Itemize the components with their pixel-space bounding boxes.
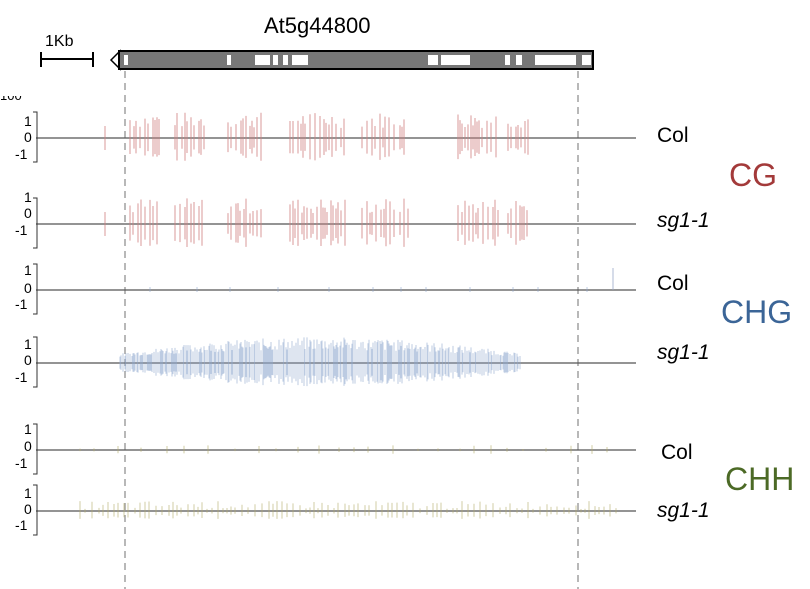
track-4-tick-bottom: -1 bbox=[15, 369, 28, 385]
gene-structure bbox=[109, 49, 594, 71]
track-2-tick-mid: 0 bbox=[24, 205, 32, 221]
track-bracket bbox=[33, 484, 38, 536]
intron bbox=[505, 55, 510, 65]
track-6-tick-mid: 0 bbox=[24, 501, 32, 517]
context-label-chh: CHH bbox=[725, 461, 795, 497]
intron bbox=[292, 55, 308, 65]
track-1-tick-top: 1 bbox=[24, 113, 32, 129]
scale-bar-label: 1Kb bbox=[45, 33, 74, 50]
track-3-tick-bottom: -1 bbox=[15, 296, 28, 312]
track-bracket bbox=[33, 336, 38, 388]
clipped-axis-label-text: 100 bbox=[0, 96, 22, 103]
track-5-tick-mid: 0 bbox=[24, 438, 32, 454]
track-2-sample-label: sg1-1 bbox=[657, 209, 710, 232]
track-5-sample-label: Col bbox=[661, 441, 693, 464]
intron bbox=[124, 55, 128, 65]
context-label-chg: CHG bbox=[721, 294, 793, 330]
track-5-tick-top: 1 bbox=[24, 421, 32, 437]
track-4-tick-mid: 0 bbox=[24, 352, 32, 368]
intron bbox=[582, 55, 591, 65]
track-2-tick-top: 1 bbox=[24, 189, 32, 205]
track-3-tick-mid: 0 bbox=[24, 280, 32, 296]
track-1-tick-mid: 0 bbox=[24, 129, 32, 145]
track-2-tick-bottom: -1 bbox=[15, 222, 28, 238]
track-6-tick-bottom: -1 bbox=[15, 517, 28, 533]
intron bbox=[283, 55, 288, 65]
intron bbox=[516, 55, 522, 65]
track-4-tick-top: 1 bbox=[24, 336, 32, 352]
track-bracket bbox=[33, 197, 38, 249]
track-3-tick-top: 1 bbox=[24, 262, 32, 278]
track-6-sample-label: sg1-1 bbox=[657, 499, 710, 522]
gene-body bbox=[118, 50, 594, 70]
tracks-layer bbox=[33, 111, 636, 536]
track-5-tick-bottom: -1 bbox=[15, 455, 28, 471]
scale-bar bbox=[40, 52, 94, 67]
intron bbox=[255, 55, 270, 65]
intron bbox=[273, 55, 278, 65]
track-bracket bbox=[33, 263, 38, 315]
track-bracket bbox=[33, 111, 38, 163]
track-6-tick-top: 1 bbox=[24, 485, 32, 501]
intron bbox=[428, 55, 438, 65]
gene-name: At5g44800 bbox=[264, 13, 371, 38]
intron bbox=[441, 55, 470, 65]
track-bracket bbox=[33, 423, 38, 475]
intron bbox=[227, 55, 231, 65]
intron bbox=[535, 55, 576, 65]
track-1-tick-bottom: -1 bbox=[15, 146, 28, 162]
track-4-sample-label: sg1-1 bbox=[657, 341, 710, 364]
clipped-axis-label: 100 bbox=[0, 96, 36, 108]
context-label-cg: CG bbox=[729, 157, 777, 193]
track-3-sample-label: Col bbox=[657, 272, 689, 295]
track-1-sample-label: Col bbox=[657, 124, 689, 147]
